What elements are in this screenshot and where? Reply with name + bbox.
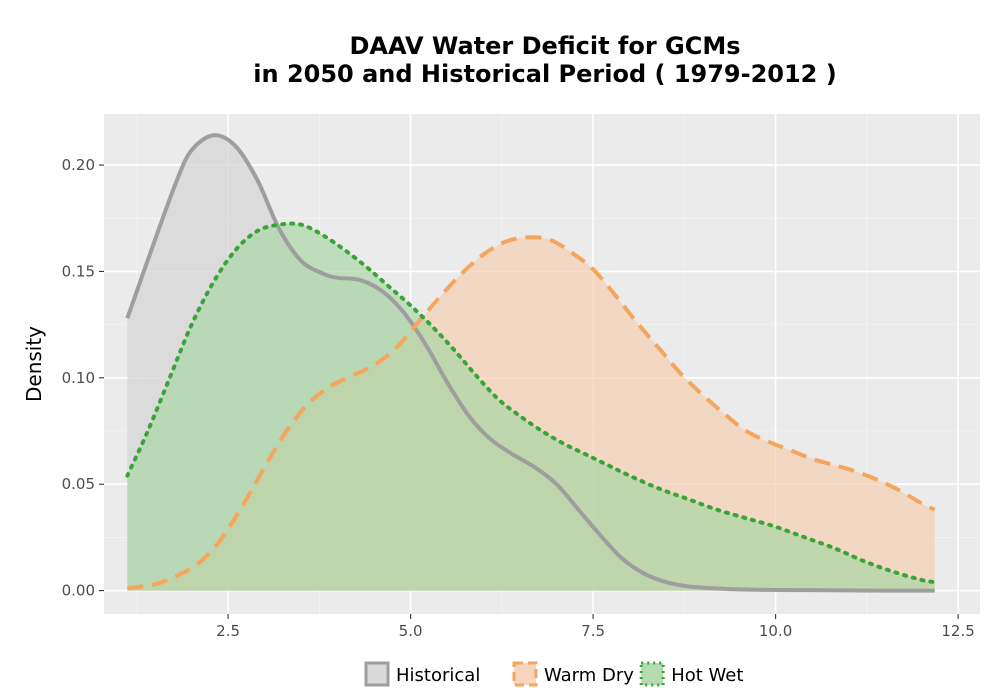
y-tick-label: 0.10 [62, 369, 95, 387]
chart-title-line-2: in 2050 and Historical Period ( 1979-201… [253, 60, 836, 88]
legend-label-historical: Historical [396, 665, 480, 686]
legend-item-warm-dry: Warm Dry [512, 661, 634, 687]
x-axis: 2.5 5.0 7.5 10.0 12.5 [216, 614, 975, 640]
y-axis: 0.00 0.05 0.10 0.15 0.20 [62, 156, 104, 600]
line-historical [125, 133, 935, 593]
x-tick-label: 2.5 [216, 622, 240, 640]
legend-item-historical: Historical [364, 661, 480, 687]
legend: Historical Warm Dry Hot Wet [364, 661, 743, 687]
x-tick-label: 10.0 [759, 622, 792, 640]
x-tick-label: 12.5 [941, 622, 974, 640]
legend-label-hot-wet: Hot Wet [671, 665, 743, 686]
legend-key-warm-dry [512, 661, 538, 687]
y-tick-label: 0.00 [62, 582, 95, 600]
x-tick-label: 5.0 [399, 622, 423, 640]
legend-label-warm-dry: Warm Dry [544, 665, 634, 686]
legend-item-hot-wet: Hot Wet [639, 661, 743, 687]
area-hot-wet [127, 223, 935, 591]
y-axis-title: Density [22, 326, 46, 402]
density-areas [127, 135, 935, 591]
chart-title-line-1: DAAV Water Deficit for GCMs [350, 32, 741, 60]
y-tick-label: 0.05 [62, 475, 95, 493]
density-lines [125, 133, 937, 593]
line-warm-dry [127, 235, 936, 591]
legend-key-historical [364, 661, 390, 687]
legend-key-hot-wet [639, 661, 665, 687]
y-tick-label: 0.20 [62, 156, 95, 174]
y-tick-label: 0.15 [62, 262, 95, 280]
line-hot-wet [125, 221, 937, 585]
x-tick-label: 7.5 [581, 622, 605, 640]
